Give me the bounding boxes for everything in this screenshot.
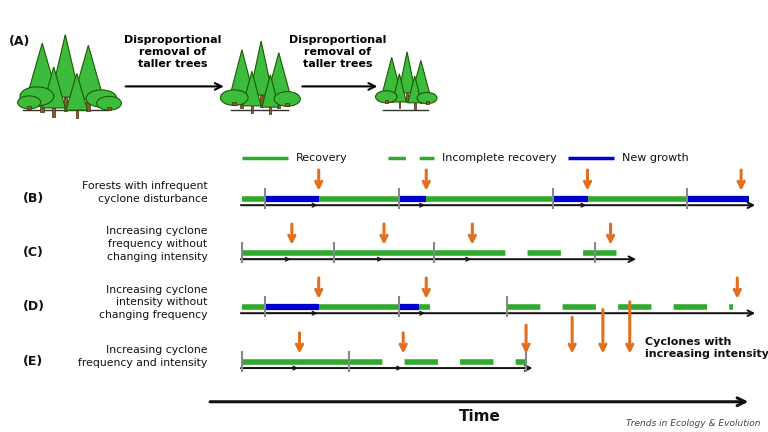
Circle shape <box>18 96 41 109</box>
Text: New growth: New growth <box>622 152 689 163</box>
Bar <box>64 97 67 111</box>
Polygon shape <box>399 52 415 93</box>
Polygon shape <box>66 73 88 110</box>
Text: Cyclones with
increasing intensity: Cyclones with increasing intensity <box>645 337 768 359</box>
Polygon shape <box>382 57 401 94</box>
Polygon shape <box>243 71 261 106</box>
Bar <box>285 103 290 106</box>
Text: Increasing cyclone
intensity without
changing frequency: Increasing cyclone intensity without cha… <box>99 285 207 320</box>
Circle shape <box>20 87 54 106</box>
Polygon shape <box>408 76 422 103</box>
Polygon shape <box>250 41 273 95</box>
Polygon shape <box>412 60 430 95</box>
Polygon shape <box>26 43 58 99</box>
Text: Time: Time <box>459 410 501 424</box>
Polygon shape <box>266 53 291 98</box>
Bar <box>232 102 237 105</box>
Bar <box>251 106 253 114</box>
Text: Increasing cyclone
frequency without
changing intensity: Increasing cyclone frequency without cha… <box>106 226 207 262</box>
Polygon shape <box>42 67 65 108</box>
Bar <box>399 102 400 108</box>
Text: Disproportional
removal of
taller trees: Disproportional removal of taller trees <box>290 35 386 70</box>
Text: Incomplete recovery: Incomplete recovery <box>442 152 556 163</box>
Text: (C): (C) <box>23 246 44 259</box>
Circle shape <box>86 90 117 107</box>
Bar <box>87 99 90 111</box>
Circle shape <box>97 96 121 110</box>
Bar <box>385 100 388 103</box>
Circle shape <box>220 90 248 105</box>
Bar <box>28 106 31 109</box>
Bar <box>260 95 263 107</box>
Bar <box>390 94 392 102</box>
Bar <box>277 98 280 108</box>
Circle shape <box>376 91 397 103</box>
Bar <box>108 107 111 110</box>
Polygon shape <box>230 50 254 97</box>
Polygon shape <box>73 45 104 99</box>
Bar <box>40 99 45 112</box>
Polygon shape <box>262 75 279 107</box>
Bar <box>414 103 415 109</box>
Text: Recovery: Recovery <box>296 152 347 163</box>
Bar <box>99 103 104 107</box>
Circle shape <box>417 92 437 104</box>
Bar <box>75 110 78 118</box>
Text: Disproportional
removal of
taller trees: Disproportional removal of taller trees <box>124 35 221 70</box>
Bar <box>35 101 39 106</box>
Text: (D): (D) <box>23 300 45 313</box>
Text: Increasing cyclone
frequency and intensity: Increasing cyclone frequency and intensi… <box>78 345 207 368</box>
Text: (E): (E) <box>23 355 43 368</box>
Text: (A): (A) <box>9 35 31 48</box>
Bar <box>52 108 55 117</box>
Bar <box>425 101 429 104</box>
Circle shape <box>274 92 300 106</box>
Text: (B): (B) <box>23 192 45 205</box>
Text: Trends in Ecology & Evolution: Trends in Ecology & Evolution <box>626 419 760 428</box>
Bar <box>420 95 422 103</box>
Polygon shape <box>51 35 80 97</box>
Bar <box>406 93 408 102</box>
Polygon shape <box>392 74 406 102</box>
Bar <box>270 107 271 114</box>
Bar <box>240 97 243 108</box>
Text: Forests with infrequent
cyclone disturbance: Forests with infrequent cyclone disturba… <box>81 181 207 203</box>
